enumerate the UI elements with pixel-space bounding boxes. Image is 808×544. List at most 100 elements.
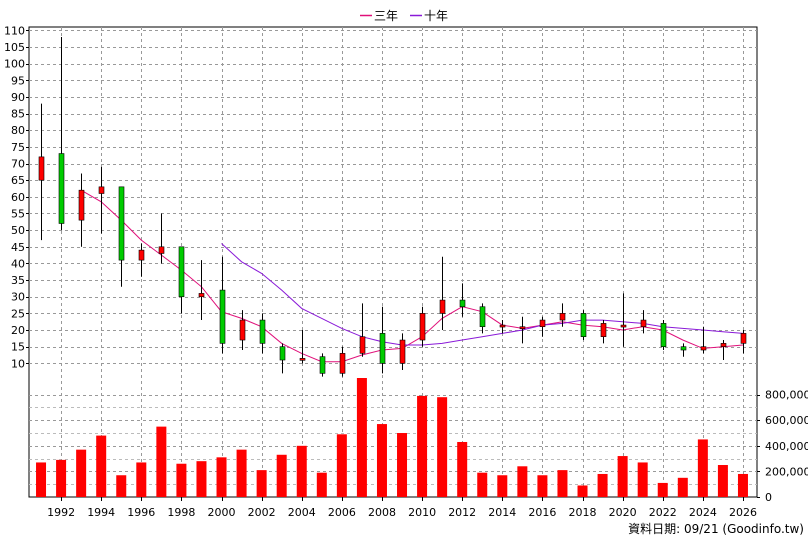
price-tick-label: 50 [11, 224, 25, 237]
price-tick-label: 70 [11, 158, 25, 171]
candle-body-up [158, 246, 165, 254]
price-tick-label: 30 [11, 291, 25, 304]
candle-body-down [459, 299, 466, 308]
candlesticks [38, 36, 747, 377]
volume-bar [537, 475, 548, 497]
legend-label: 三年 [374, 9, 398, 23]
ma-line-ten-year [221, 243, 744, 346]
volume-bar [376, 424, 387, 497]
x-tick-label: 2006 [328, 506, 356, 519]
volume-bar [397, 433, 408, 497]
candle-body-up [559, 313, 566, 321]
volume-bar [196, 461, 207, 497]
price-tick-label: 110 [4, 24, 25, 37]
volume-bar [657, 482, 668, 497]
candle-body-down [660, 323, 667, 347]
x-tick-label: 1998 [167, 506, 195, 519]
legend-label: 十年 [424, 9, 448, 23]
candle-body-up [239, 319, 246, 341]
volume-bar [577, 485, 588, 497]
volume-bar [56, 459, 67, 497]
x-tick-label: 1996 [127, 506, 155, 519]
candle-body-up [499, 324, 506, 328]
axes: 10 15 20 25 30 35 40 45 50 55 60 65 70 75 80 85 90 95 100 1… [4, 24, 808, 519]
plot-frame [28, 26, 758, 498]
price-tick-label: 80 [11, 124, 25, 137]
price-tick-label: 60 [11, 191, 25, 204]
price-tick-label: 100 [4, 58, 25, 71]
candle-body-down [279, 346, 286, 361]
volume-tick-label: 400,000 [765, 440, 808, 453]
x-tick-label: 2014 [488, 506, 516, 519]
volume-bar [417, 395, 428, 497]
candle-body-up [78, 189, 85, 221]
volume-tick-label: 600,000 [765, 414, 808, 427]
x-tick-label: 1992 [47, 506, 75, 519]
price-tick-label: 10 [11, 357, 25, 370]
volume-bar [717, 465, 728, 497]
candle-body-down [58, 153, 65, 224]
candle-body-down [479, 306, 486, 328]
volume-tick-label: 800,000 [765, 389, 808, 402]
candle-body-up [620, 324, 627, 328]
x-tick-label: 2022 [649, 506, 677, 519]
candle-body-up [198, 293, 205, 298]
x-tick-label: 2012 [448, 506, 476, 519]
volume-bar [677, 477, 688, 497]
volume-bar [517, 466, 528, 497]
volume-bar [296, 445, 307, 497]
candle-body-up [539, 319, 546, 328]
candle-body-up [98, 186, 105, 194]
candle-body-up [600, 323, 607, 338]
volume-bars [36, 378, 748, 497]
volume-bar [256, 470, 267, 497]
x-tick-label: 2000 [208, 506, 236, 519]
volume-bar [477, 472, 488, 497]
price-tick-label: 85 [11, 108, 25, 121]
candle-body-down [680, 346, 687, 351]
volume-bar [356, 378, 367, 497]
candle-body-up [38, 156, 45, 181]
x-tick-label: 2002 [248, 506, 276, 519]
candle-body-up [138, 249, 145, 261]
price-tick-label: 25 [11, 307, 25, 320]
price-tick-label: 45 [11, 241, 25, 254]
volume-tick-label: 200,000 [765, 465, 808, 478]
price-tick-label: 95 [11, 74, 25, 87]
candle-body-up [359, 336, 366, 354]
volume-bar [96, 435, 107, 497]
candle-body-up [640, 319, 647, 328]
candle-body-up [740, 333, 747, 344]
volume-bar [597, 473, 608, 497]
volume-bar [156, 426, 167, 497]
volume-bar [697, 439, 708, 497]
volume-bar [316, 472, 327, 497]
candle-body-down [118, 186, 125, 261]
ma-line-three-year [80, 189, 744, 363]
x-tick-label: 2024 [689, 506, 717, 519]
volume-tick-label: 0 [765, 491, 772, 504]
volume-bar [276, 454, 287, 497]
price-tick-label: 65 [11, 174, 25, 187]
volume-bar [497, 475, 508, 497]
candle-body-up [339, 353, 346, 374]
volume-bar [437, 397, 448, 497]
candle-body-down [379, 333, 386, 364]
volume-bar [136, 462, 147, 497]
volume-bar [617, 456, 628, 497]
candle-body-up [700, 346, 707, 351]
volume-bar [557, 470, 568, 497]
x-tick-label: 2010 [408, 506, 436, 519]
x-tick-label: 2016 [528, 506, 556, 519]
price-tick-label: 15 [11, 341, 25, 354]
grid [28, 26, 758, 498]
x-tick-label: 2026 [729, 506, 757, 519]
price-tick-label: 35 [11, 274, 25, 287]
moving-averages [80, 189, 744, 363]
price-tick-label: 55 [11, 207, 25, 220]
candle-body-down [178, 246, 185, 298]
volume-bar [336, 434, 347, 497]
candle-body-up [299, 358, 306, 361]
candle-body-down [580, 313, 587, 338]
